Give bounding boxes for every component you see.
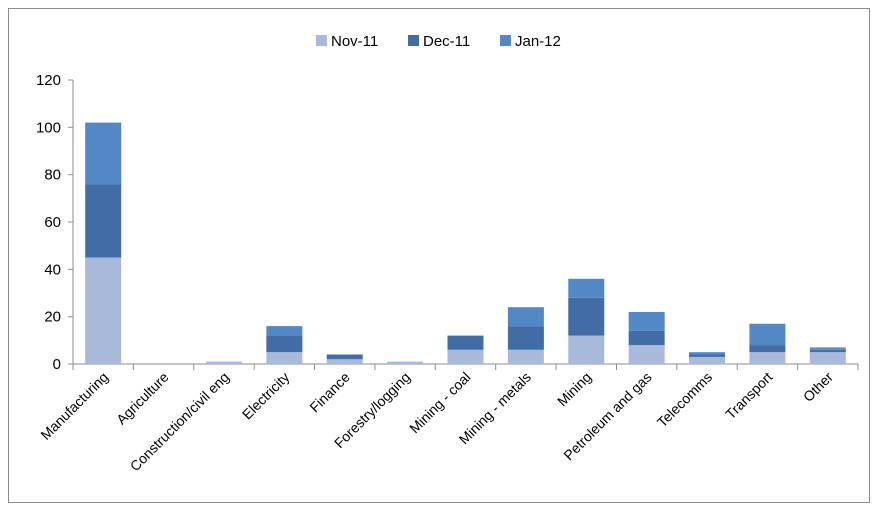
legend-swatch bbox=[408, 35, 419, 46]
y-tick-label: 80 bbox=[44, 167, 61, 184]
bar-segment bbox=[85, 184, 122, 258]
x-tick-label: Mining - coal bbox=[406, 369, 473, 436]
legend-label: Jan-12 bbox=[515, 33, 561, 50]
bar-segment bbox=[809, 349, 846, 353]
bar-segment bbox=[326, 359, 363, 364]
y-tick-label: 20 bbox=[44, 309, 61, 326]
bars bbox=[85, 122, 846, 364]
y-axis: 0 20 40 60 80 100 120 bbox=[36, 72, 74, 373]
x-axis: Manufacturing AgricultureConstruction/civ… bbox=[37, 363, 859, 474]
bar-segment bbox=[326, 354, 363, 360]
bar-segment bbox=[689, 356, 726, 364]
bar-segment bbox=[809, 347, 846, 350]
x-tick-label: Other bbox=[800, 369, 836, 405]
legend-swatch bbox=[316, 35, 327, 46]
bar-segment bbox=[507, 307, 544, 327]
x-tick-label: Transport bbox=[722, 369, 775, 422]
bar-segment bbox=[749, 323, 786, 346]
chart-frame bbox=[8, 8, 870, 503]
bar-segment bbox=[205, 361, 242, 364]
bar-segment bbox=[689, 354, 726, 357]
bar-segment bbox=[266, 335, 303, 353]
legend-label: Nov-11 bbox=[331, 33, 378, 50]
x-tick-label: Agriculture bbox=[113, 369, 172, 428]
bar-segment bbox=[568, 278, 605, 298]
bar-segment bbox=[266, 352, 303, 364]
bar-segment bbox=[809, 352, 846, 364]
bar-segment bbox=[628, 345, 665, 364]
legend-label: Dec-11 bbox=[423, 33, 470, 50]
x-tick-label: Finance bbox=[306, 369, 353, 416]
y-tick-label: 40 bbox=[44, 261, 61, 278]
x-tick-label: Electricity bbox=[239, 369, 293, 423]
legend: Nov-11 Dec-11 Jan-12 bbox=[316, 33, 561, 50]
y-tick-label: 60 bbox=[44, 214, 61, 231]
bar-segment bbox=[628, 330, 665, 346]
bar-segment bbox=[689, 352, 726, 355]
bar-segment bbox=[507, 349, 544, 364]
bar-segment bbox=[447, 349, 484, 364]
bar-segment bbox=[749, 345, 786, 353]
y-tick-label: 0 bbox=[53, 356, 61, 373]
legend-swatch bbox=[500, 35, 511, 46]
y-tick-label: 120 bbox=[36, 72, 61, 89]
bar-segment bbox=[85, 257, 122, 364]
bar-segment bbox=[628, 311, 665, 331]
x-tick-label: Telecomms bbox=[654, 369, 715, 430]
bar-segment bbox=[266, 326, 303, 336]
x-tick-label: Construction/civil eng bbox=[127, 369, 232, 474]
bar-segment bbox=[507, 326, 544, 350]
bar-segment bbox=[447, 335, 484, 350]
bar-segment bbox=[749, 352, 786, 364]
bar-segment bbox=[568, 297, 605, 336]
bar-segment bbox=[85, 122, 122, 185]
bar-segment bbox=[568, 335, 605, 364]
bar-segment bbox=[387, 361, 424, 364]
x-tick-label: Mining bbox=[554, 369, 594, 409]
x-tick-label: Manufacturing bbox=[37, 369, 111, 443]
y-tick-label: 100 bbox=[36, 119, 61, 136]
